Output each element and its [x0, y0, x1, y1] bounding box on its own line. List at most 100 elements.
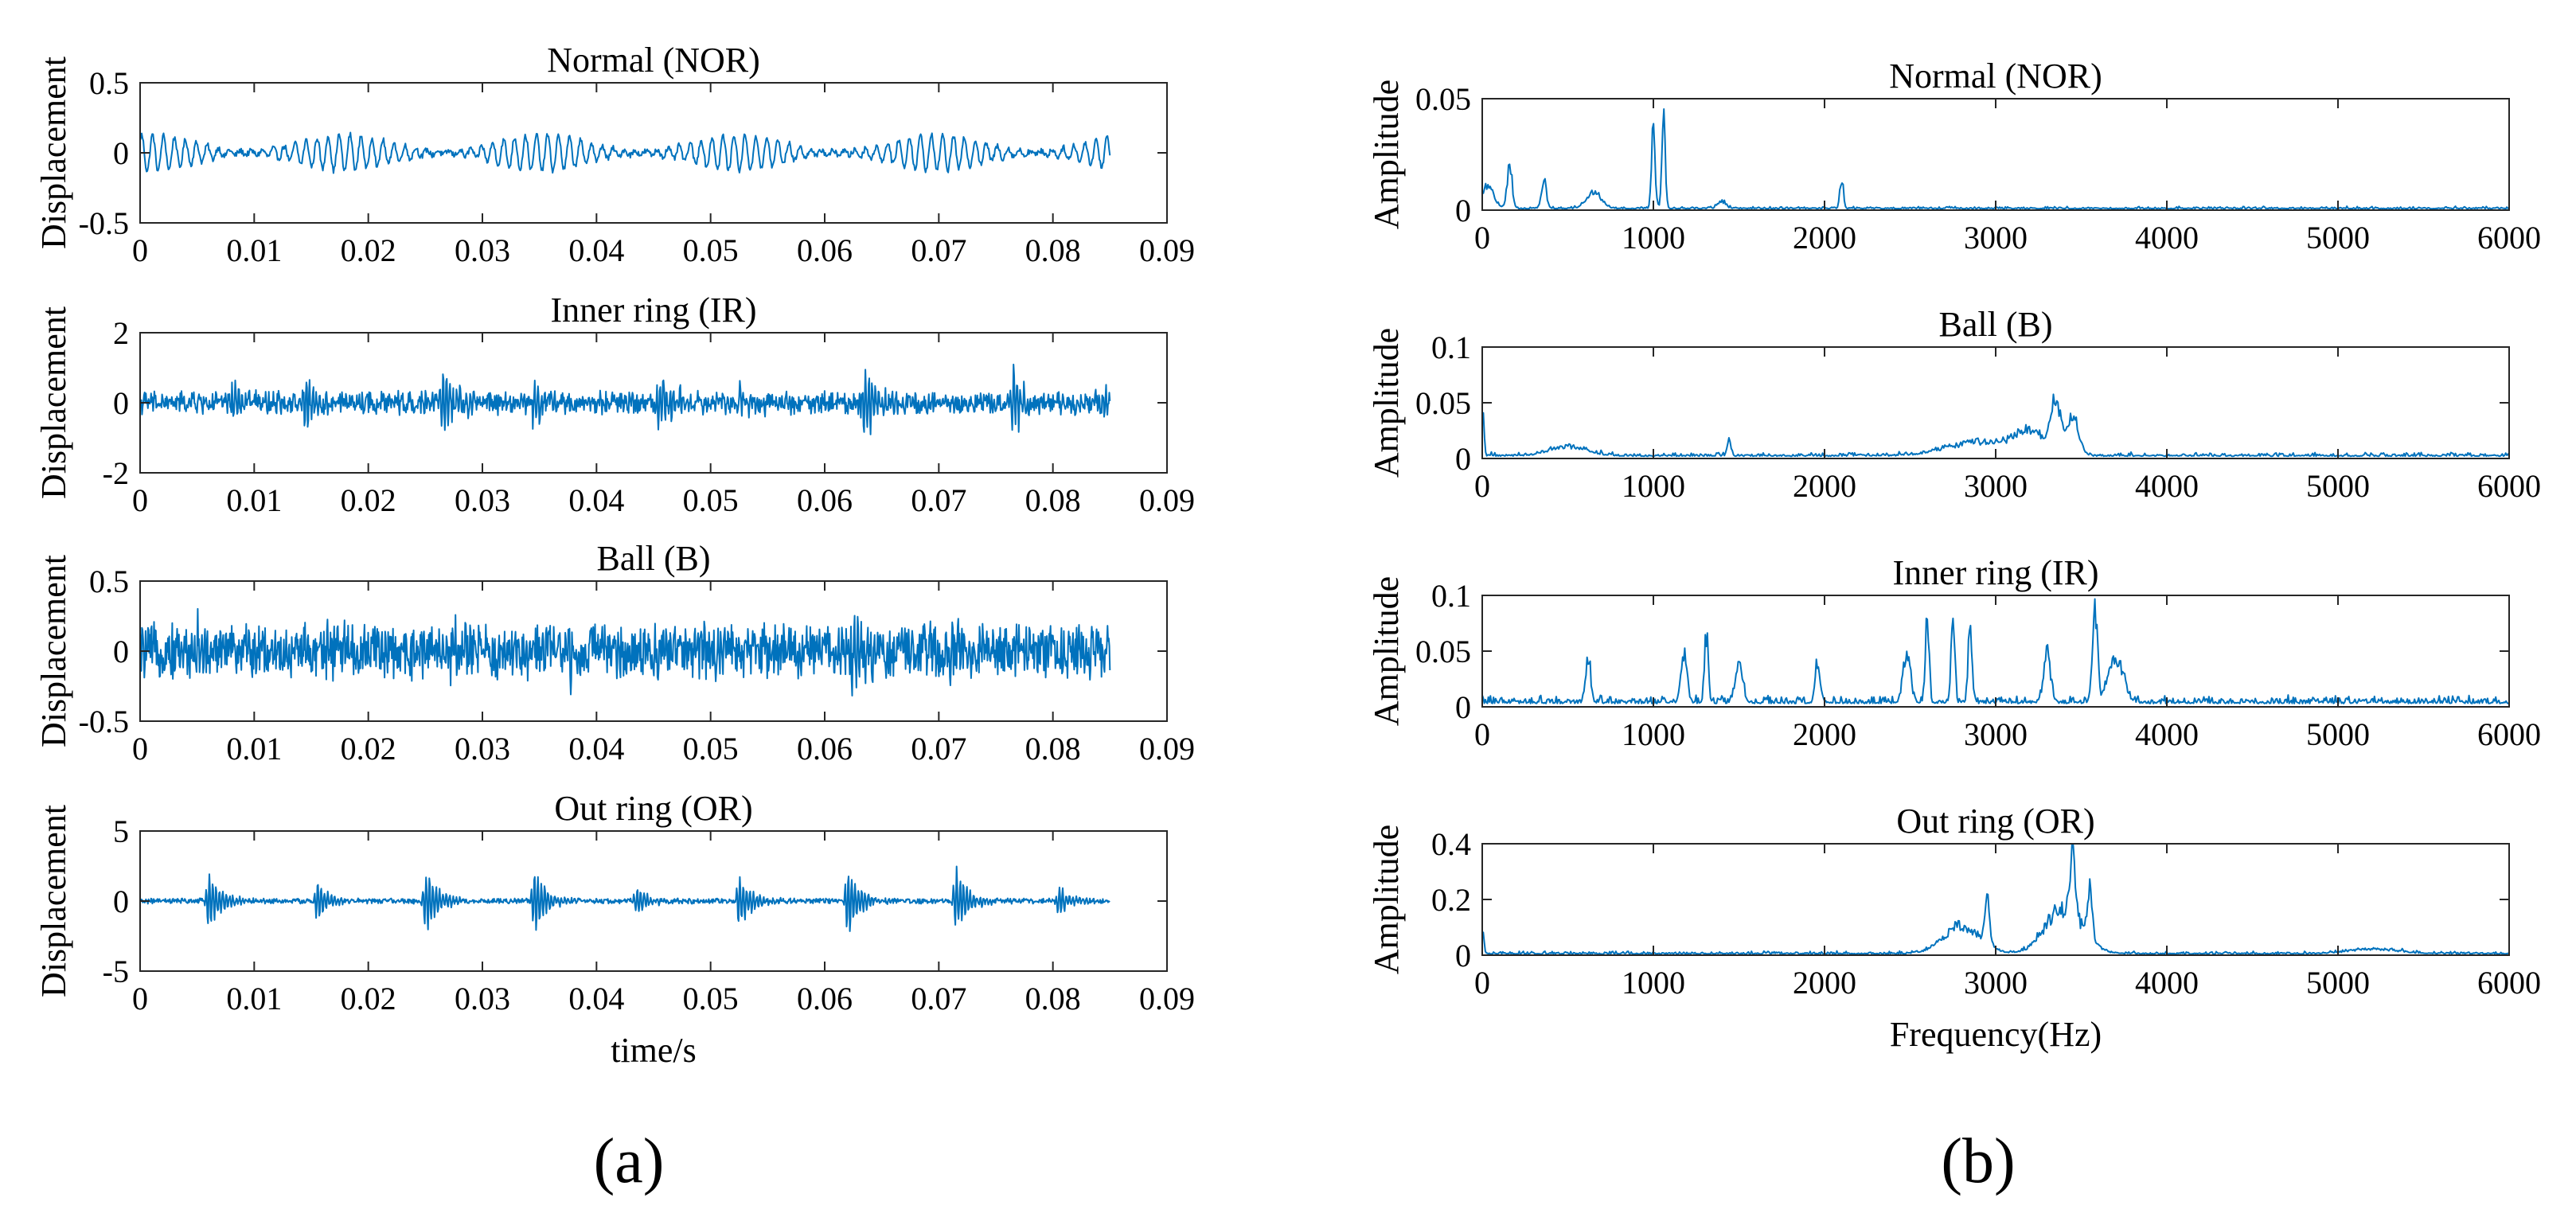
y-tick-label: 0.5 [89, 564, 129, 599]
x-tick-label: 0.03 [455, 482, 510, 518]
x-tick-label: 0.08 [1025, 731, 1081, 767]
y-tick-label: 0.05 [1415, 634, 1471, 669]
x-tick-label: 5000 [2306, 468, 2370, 504]
x-tick-label: 2000 [1793, 965, 1856, 1001]
series-line-a4 [140, 865, 1110, 932]
y-axis-label: Displacement [34, 555, 73, 747]
x-tick-label: 4000 [2135, 965, 2199, 1001]
x-tick-label: 0.01 [226, 981, 282, 1016]
x-tick-label: 0.07 [911, 232, 966, 268]
x-tick-label: 0.05 [683, 232, 739, 268]
panel-a-label: (a) [594, 1126, 665, 1196]
x-tick-label: 0 [132, 232, 148, 268]
y-tick-label: 0 [1455, 441, 1471, 477]
y-tick-label: 0 [1455, 938, 1471, 973]
x-tick-label: 1000 [1622, 468, 1685, 504]
chart-a3: 0 0.01 0.02 0.03 0.04 0.05 0.06 0.07 0.08 0.09 -0.… [34, 539, 1195, 767]
x-tick-label: 2000 [1793, 716, 1856, 752]
x-tick-label: 5000 [2306, 220, 2370, 256]
x-tick-label: 0.01 [226, 232, 282, 268]
x-tick-label: 0.06 [797, 482, 853, 518]
chart-b2: 0 1000 2000 3000 4000 5000 6000 0 0.05 0.1 Ball (B… [1367, 305, 2541, 504]
x-tick-label: 3000 [1964, 468, 2028, 504]
x-tick-label: 6000 [2477, 965, 2541, 1001]
chart-title: Out ring (OR) [1896, 802, 2094, 841]
x-tick-label: 0.06 [797, 981, 853, 1016]
y-axis-label: Amplitude [1367, 80, 1406, 229]
x-tick-label: 0.05 [683, 731, 739, 767]
x-tick-label: 0.07 [911, 981, 966, 1016]
x-tick-label: 0.06 [797, 232, 853, 268]
x-tick-label: 3000 [1964, 716, 2028, 752]
x-tick-label: 0.03 [455, 232, 510, 268]
x-tick-label: 4000 [2135, 716, 2199, 752]
chart-title: Inner ring (IR) [1892, 553, 2098, 592]
y-tick-label: -0.5 [79, 704, 129, 739]
chart-title: Ball (B) [1939, 305, 2053, 344]
chart-title: Ball (B) [597, 539, 711, 578]
chart-a4: 0 0.01 0.02 0.03 0.04 0.05 0.06 0.07 0.08 0.09-50… [34, 789, 1195, 1070]
y-axis-label: Amplitude [1367, 328, 1406, 478]
x-tick-label: 5000 [2306, 716, 2370, 752]
y-axis-label: Displacement [34, 57, 73, 249]
y-tick-label: -5 [103, 954, 129, 989]
y-tick-label: 0.05 [1415, 385, 1471, 421]
x-tick-label: 0.05 [683, 981, 739, 1016]
chart-title: Normal (NOR) [1889, 57, 2102, 96]
y-tick-label: 0.4 [1431, 826, 1471, 862]
chart-a2: 0 0.01 0.02 0.03 0.04 0.05 0.06 0.07 0.08 0.09-20… [34, 291, 1195, 518]
x-tick-label: 0 [132, 981, 148, 1016]
panel-b-label: (b) [1941, 1126, 2015, 1196]
x-tick-label: 0.04 [568, 981, 624, 1016]
x-tick-label: 0.09 [1139, 482, 1195, 518]
series-line-a1 [140, 131, 1111, 174]
y-tick-label: 5 [113, 813, 129, 849]
x-tick-label: 0 [132, 731, 148, 767]
x-tick-label: 1000 [1622, 965, 1685, 1001]
x-tick-label: 0.03 [455, 981, 510, 1016]
x-tick-label: 0 [1474, 716, 1490, 752]
y-tick-label: 0 [113, 884, 129, 919]
x-tick-label: 0.04 [568, 731, 624, 767]
x-tick-label: 0.09 [1139, 731, 1195, 767]
chart-title: Inner ring (IR) [550, 291, 756, 330]
x-tick-label: 4000 [2135, 468, 2199, 504]
y-tick-label: -2 [103, 455, 129, 491]
x-tick-label: 0.02 [341, 731, 396, 767]
x-axis-label: Frequency(Hz) [1890, 1015, 2102, 1054]
series-line-a2 [140, 363, 1111, 435]
x-tick-label: 0.02 [341, 232, 396, 268]
x-tick-label: 4000 [2135, 220, 2199, 256]
y-tick-label: 0.1 [1431, 578, 1471, 614]
chart-b4: 0 1000 2000 3000 4000 5000 6000 0 0.2 0.4 Out ring… [1367, 802, 2541, 1054]
y-axis-label: Displacement [34, 805, 73, 997]
x-tick-label: 1000 [1622, 716, 1685, 752]
x-tick-label: 0.02 [341, 482, 396, 518]
x-tick-label: 0.01 [226, 482, 282, 518]
chart-b1: 0 1000 2000 3000 4000 5000 6000 0 0.05 Normal (NO… [1367, 57, 2541, 256]
x-tick-label: 0.06 [797, 731, 853, 767]
x-tick-label: 0.03 [455, 731, 510, 767]
x-tick-label: 0.04 [568, 482, 624, 518]
x-tick-label: 0.07 [911, 482, 966, 518]
y-tick-label: 0.5 [89, 65, 129, 101]
x-tick-label: 0.07 [911, 731, 966, 767]
y-tick-label: 0.1 [1431, 330, 1471, 365]
y-tick-label: 0 [113, 135, 129, 171]
y-tick-label: 0 [1455, 689, 1471, 725]
x-tick-label: 3000 [1964, 965, 2028, 1001]
series-line-a3 [140, 607, 1111, 696]
x-tick-label: 0.02 [341, 981, 396, 1016]
y-axis-label: Displacement [34, 306, 73, 499]
x-tick-label: 1000 [1622, 220, 1685, 256]
x-tick-label: 0.08 [1025, 981, 1081, 1016]
x-tick-label: 6000 [2477, 468, 2541, 504]
chart-b3: 0 1000 2000 3000 4000 5000 6000 0 0.05 0.1 Inner r… [1367, 553, 2541, 752]
x-tick-label: 0 [1474, 965, 1490, 1001]
x-tick-label: 2000 [1793, 220, 1856, 256]
y-tick-label: 2 [113, 315, 129, 351]
x-tick-label: 0.09 [1139, 981, 1195, 1016]
y-tick-label: 0.2 [1431, 882, 1471, 918]
y-axis-label: Amplitude [1367, 825, 1406, 974]
